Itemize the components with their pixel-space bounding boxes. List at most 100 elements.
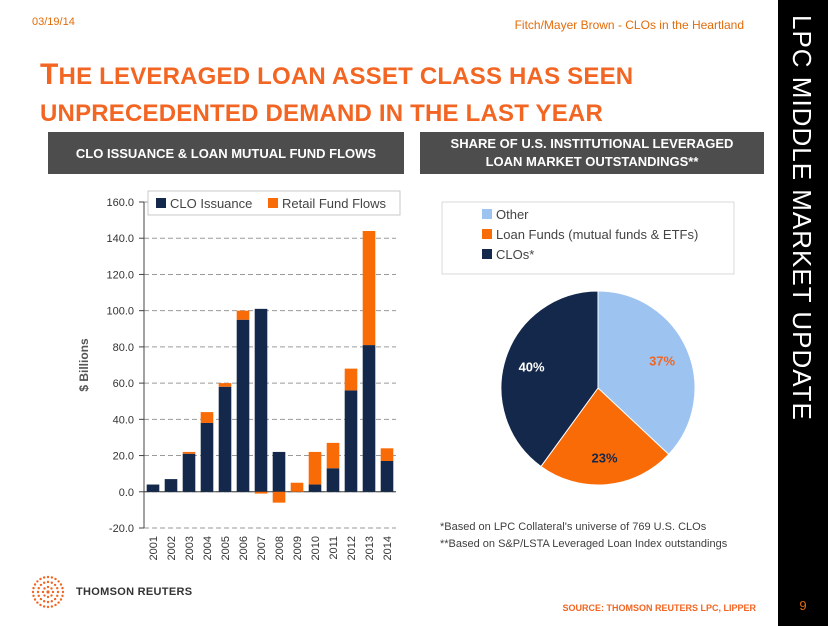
x-tick-label: 2011: [328, 536, 340, 560]
logo-dot: [39, 603, 42, 607]
logo-dot: [31, 590, 35, 594]
logo-dot: [56, 594, 59, 598]
logo-dot: [51, 590, 55, 594]
pie-legend: Other Loan Funds (mutual funds & ETFs) CLO…: [441, 201, 735, 275]
logo-dot: [39, 577, 42, 581]
bar-retail-fund-flows: [344, 368, 358, 391]
bar-retail-fund-flows: [182, 451, 196, 454]
logo-dot: [46, 600, 50, 604]
legend-swatch: [482, 229, 492, 239]
slide-title: THE LEVERAGED LOAN ASSET CLASS HAS SEEN …: [40, 56, 730, 132]
right-panel-title: SHARE OF U.S. INSTITUTIONAL LEVERAGED LO…: [420, 132, 764, 174]
x-tick-label: 2014: [382, 536, 394, 560]
x-tick-label: 2013: [364, 536, 376, 560]
bar-retail-fund-flows: [308, 451, 322, 485]
x-tick-label: 2005: [220, 536, 232, 560]
logo-dot: [53, 583, 57, 587]
logo-dot: [50, 576, 54, 579]
logo-dot: [42, 581, 46, 584]
bar-clo-issuance: [182, 453, 196, 492]
logo-dot: [36, 590, 40, 594]
logo-dot: [41, 590, 45, 594]
date: 03/19/14: [32, 16, 75, 28]
bar-legend: CLO Issuance Retail Fund Flows: [147, 190, 401, 216]
logo-dot: [36, 601, 39, 604]
logo-dot: [57, 601, 60, 604]
side-bar-title: LPC MIDDLE MARKET UPDATE: [787, 15, 817, 421]
logo-dot: [59, 583, 63, 586]
legend-label: CLO Issuance: [170, 196, 252, 211]
x-tick-label: 2006: [238, 536, 250, 560]
logo-dot: [53, 597, 57, 601]
logo-dot: [46, 605, 50, 609]
logo-dot: [46, 575, 50, 579]
bar-retail-fund-flows: [254, 491, 268, 494]
x-tick-label: 2001: [148, 536, 160, 560]
bar-clo-issuance: [218, 386, 232, 492]
thomson-reuters-logo: THOMSON REUTERS: [30, 575, 210, 609]
logo-dot: [54, 603, 57, 607]
pie-slice: [500, 290, 599, 468]
bar-retail-fund-flows: [326, 442, 340, 469]
pie-data-label: 37%: [649, 353, 675, 368]
x-tick-label: 2004: [202, 536, 214, 560]
logo-dot: [50, 587, 53, 590]
bar-retail-fund-flows: [272, 491, 286, 503]
logo-dot: [61, 590, 65, 594]
logo-dot: [37, 586, 40, 590]
legend-label: Retail Fund Flows: [282, 196, 387, 211]
logo-dot: [39, 583, 43, 587]
logo-dot: [42, 600, 46, 603]
bar-clo-issuance: [146, 484, 160, 492]
legend-swatch: [482, 249, 492, 259]
title-line-2: UNPRECEDENTED DEMAND IN THE LAST YEAR: [40, 100, 603, 127]
legend-label: Other: [496, 207, 529, 222]
left-panel-title: CLO ISSUANCE & LOAN MUTUAL FUND FLOWS: [48, 132, 404, 174]
bar-clo-issuance: [272, 451, 286, 492]
pie-data-label: 23%: [592, 451, 618, 466]
bar-clo-issuance: [326, 468, 340, 492]
thomson-reuters-logo-icon: [31, 575, 65, 609]
bar-clo-issuance: [380, 460, 394, 492]
right-panel-title-text: SHARE OF U.S. INSTITUTIONAL LEVERAGED LO…: [450, 136, 734, 169]
legend-label: Loan Funds (mutual funds & ETFs): [496, 227, 698, 242]
x-tick-label: 2007: [256, 536, 268, 560]
legend-label: CLOs*: [496, 247, 534, 262]
y-tick-label: 60.0: [113, 378, 134, 390]
bar-chart: -20.0 0.0 20.0 40.0 60.0 80.0 100.0 120.0 140.0 1…: [77, 190, 401, 560]
bar-retail-fund-flows: [218, 383, 232, 387]
logo-dot: [50, 605, 54, 608]
y-tick-label: 80.0: [113, 342, 134, 354]
pie-data-label: 40%: [519, 359, 545, 374]
page-number: 9: [799, 598, 807, 613]
logo-dot: [56, 590, 60, 594]
logo-dot: [59, 598, 63, 601]
bar-retail-fund-flows: [236, 310, 250, 320]
x-tick-label: 2002: [166, 536, 178, 560]
logo-dot: [46, 585, 50, 589]
bar-clo-issuance: [308, 484, 322, 492]
logo-dot: [33, 583, 37, 586]
logo-dot: [42, 605, 46, 608]
bar-clo-issuance: [254, 308, 268, 492]
y-tick-label: 120.0: [106, 269, 134, 281]
x-tick-label: 2010: [310, 536, 322, 560]
legend-swatch: [156, 198, 166, 208]
logo-dot: [46, 580, 50, 584]
bar-clo-issuance: [236, 319, 250, 492]
event-title: Fitch/Mayer Brown - CLOs in the Heartlan…: [514, 18, 744, 32]
side-bar: LPC MIDDLE MARKET UPDATE 9: [778, 0, 828, 626]
logo-dot: [33, 598, 37, 601]
logo-dot: [43, 587, 46, 590]
logo-dot: [39, 597, 43, 601]
bar-clo-issuance: [344, 390, 358, 492]
pie-slice: [540, 387, 670, 486]
logo-dot: [37, 594, 40, 598]
logo-dot: [56, 586, 59, 590]
bar-retail-fund-flows: [200, 412, 214, 423]
y-tick-label: 20.0: [113, 451, 134, 463]
y-tick-label: -20.0: [109, 523, 134, 535]
logo-dot: [50, 594, 53, 597]
y-tick-label: 0.0: [119, 487, 134, 499]
